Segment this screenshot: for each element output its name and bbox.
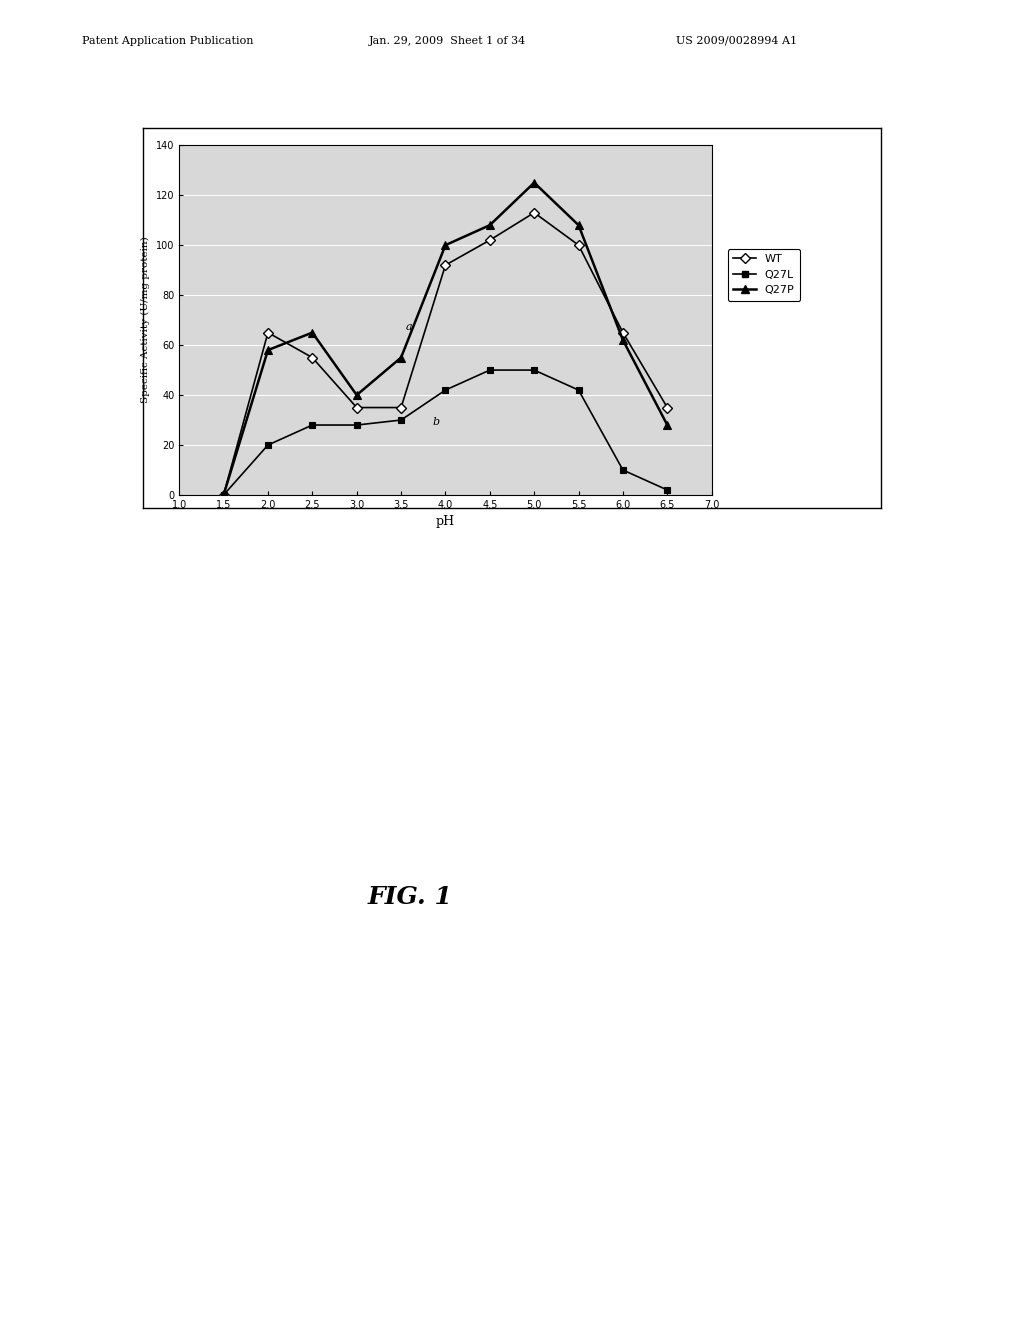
Y-axis label: Specific Activity (U/mg protein): Specific Activity (U/mg protein): [141, 236, 151, 404]
WT: [395, 400, 408, 416]
Q27P: [662, 417, 674, 433]
Q27P: [528, 174, 541, 190]
Q27P: [616, 333, 629, 348]
WT: [528, 205, 541, 220]
Q27L: [217, 487, 229, 503]
Text: a: a: [406, 322, 412, 333]
Q27L: [662, 482, 674, 498]
Q27P: [483, 218, 496, 234]
Text: Patent Application Publication: Patent Application Publication: [82, 36, 253, 46]
Text: Jan. 29, 2009  Sheet 1 of 34: Jan. 29, 2009 Sheet 1 of 34: [369, 36, 526, 46]
Q27P: [350, 387, 362, 403]
WT: [262, 325, 274, 341]
Q27P: [306, 325, 318, 341]
WT: [350, 400, 362, 416]
Q27L: [616, 462, 629, 478]
WT: [616, 325, 629, 341]
Q27L: [306, 417, 318, 433]
Line: Q27P: Q27P: [219, 178, 672, 499]
Q27P: [572, 218, 585, 234]
Q27L: [572, 383, 585, 399]
WT: [439, 257, 452, 273]
Text: b: b: [432, 417, 439, 428]
WT: [217, 487, 229, 503]
WT: [483, 232, 496, 248]
Q27P: [395, 350, 408, 366]
Q27L: [350, 417, 362, 433]
Text: US 2009/0028994 A1: US 2009/0028994 A1: [676, 36, 797, 46]
Q27L: [483, 362, 496, 378]
Legend: WT, Q27L, Q27P: WT, Q27L, Q27P: [728, 248, 800, 301]
WT: [572, 238, 585, 253]
Q27L: [439, 383, 452, 399]
Q27L: [262, 437, 274, 453]
WT: [662, 400, 674, 416]
WT: [306, 350, 318, 366]
Q27L: [528, 362, 541, 378]
Line: WT: WT: [220, 209, 671, 499]
X-axis label: pH: pH: [436, 515, 455, 528]
Q27L: [395, 412, 408, 428]
Text: FIG. 1: FIG. 1: [368, 886, 452, 909]
Line: Q27L: Q27L: [220, 367, 671, 499]
Q27P: [439, 238, 452, 253]
Q27P: [217, 487, 229, 503]
Q27P: [262, 342, 274, 358]
